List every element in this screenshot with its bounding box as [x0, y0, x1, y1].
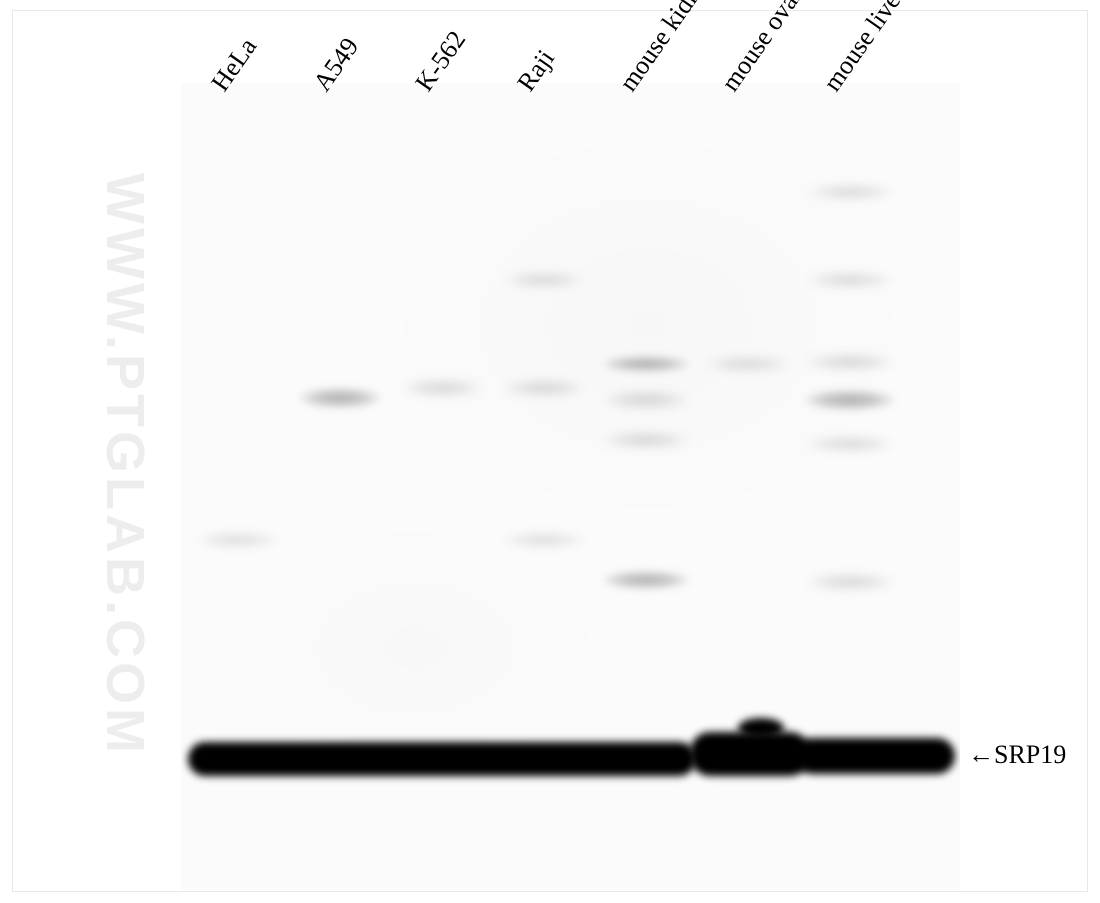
nonspecific-band: [807, 437, 893, 451]
srp19-main-band: [795, 738, 955, 774]
nonspecific-band: [603, 571, 689, 589]
nonspecific-band: [603, 356, 689, 372]
nonspecific-band: [198, 534, 278, 546]
nonspecific-band: [604, 432, 688, 448]
srp19-main-band: [188, 742, 696, 776]
nonspecific-band: [808, 273, 892, 287]
nonspecific-band: [808, 185, 892, 199]
blot-membrane: [181, 83, 960, 890]
target-protein-label: ←SRP19: [968, 740, 1066, 770]
srp19-band-bump: [738, 718, 784, 738]
srp19-main-band: [690, 732, 810, 776]
target-name: SRP19: [994, 740, 1066, 769]
nonspecific-band: [402, 380, 482, 396]
mw-marker-column: 250 kDa→150 kDa→100 kDa→70 kDa→50 kDa→40…: [0, 0, 178, 903]
arrow-left-icon: ←: [968, 740, 994, 769]
nonspecific-band: [805, 390, 895, 410]
western-blot-figure: WWW.PTGLAB.COM 250 kDa→150 kDa→100 kDa→7…: [0, 0, 1100, 903]
nonspecific-band: [708, 357, 788, 371]
nonspecific-band: [807, 574, 893, 590]
nonspecific-band: [506, 273, 582, 287]
nonspecific-band: [504, 380, 584, 396]
nonspecific-band: [299, 388, 381, 408]
nonspecific-band: [604, 391, 688, 409]
nonspecific-band: [504, 534, 584, 546]
nonspecific-band: [807, 354, 893, 370]
